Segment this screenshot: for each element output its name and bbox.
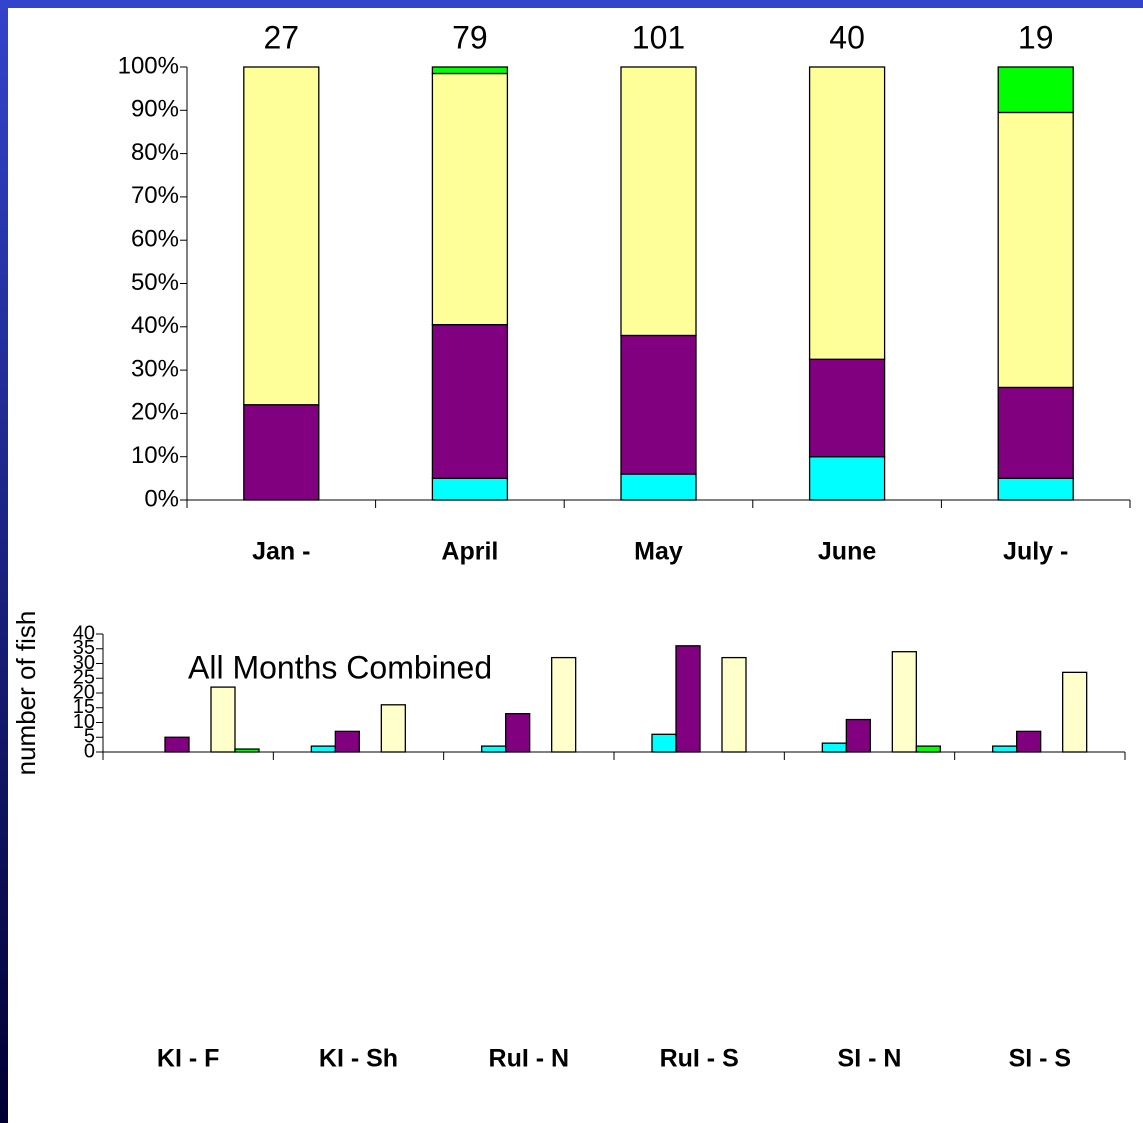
- y-tick-label: 20: [73, 681, 95, 703]
- bar-segment: [620, 473, 697, 501]
- y-tick-label: 25: [73, 667, 95, 689]
- bar: [992, 745, 1018, 753]
- y-tick-label: 40%: [131, 312, 179, 339]
- count-label: 19: [1018, 19, 1054, 55]
- x-tick-label: SI - N: [838, 1045, 902, 1073]
- bar-segment: [997, 66, 1074, 114]
- y-tick-label: 80%: [131, 139, 179, 166]
- bar: [505, 713, 531, 753]
- bar-segment: [808, 456, 886, 501]
- y-tick-label: 60%: [131, 226, 179, 253]
- y-tick-label: 0%: [144, 485, 179, 512]
- top-edge: [0, 0, 1143, 8]
- x-tick-label: KI - Sh: [319, 1045, 398, 1073]
- bar-segment: [997, 111, 1074, 389]
- bar-segment: [431, 477, 509, 501]
- bar-segment: [243, 404, 320, 501]
- x-tick-label: May: [634, 538, 683, 566]
- bar: [1016, 730, 1042, 753]
- y-axis-label: number of fish: [11, 611, 41, 776]
- x-tick-label: SI - S: [1009, 1045, 1072, 1073]
- y-tick-label: 10: [73, 711, 95, 733]
- y-tick-label: 35: [73, 637, 95, 659]
- bar-segment: [997, 477, 1074, 501]
- bar: [675, 645, 701, 753]
- bar-segment: [808, 358, 886, 458]
- x-tick-label: KI - F: [157, 1045, 220, 1073]
- bar-segment: [808, 66, 886, 360]
- y-tick-label: 50%: [131, 269, 179, 296]
- bar-segment: [620, 334, 697, 475]
- y-tick-label: 30: [73, 652, 95, 674]
- y-tick-label: 70%: [131, 182, 179, 209]
- annotation: All Months Combined: [188, 649, 492, 685]
- bar: [845, 718, 871, 753]
- bar: [481, 745, 507, 753]
- y-tick-label: 5: [84, 726, 95, 748]
- bar-segment: [431, 323, 509, 480]
- y-tick-label: 90%: [131, 96, 179, 123]
- y-tick-label: 20%: [131, 399, 179, 426]
- y-tick-label: 0: [84, 740, 95, 762]
- x-tick-label: June: [818, 538, 876, 566]
- bar: [310, 745, 336, 753]
- bar: [164, 736, 190, 753]
- bar-segment: [243, 66, 320, 406]
- bar-segment: [431, 72, 509, 326]
- bar: [821, 742, 847, 753]
- bar: [891, 651, 917, 753]
- count-label: 27: [264, 19, 300, 55]
- bar-segment: [620, 66, 697, 337]
- x-tick-label: Jan -: [252, 538, 310, 566]
- x-tick-label: RuI - N: [489, 1045, 570, 1073]
- bar: [651, 733, 677, 753]
- y-tick-label: 40: [73, 622, 95, 644]
- bar: [210, 686, 236, 753]
- count-label: 40: [829, 19, 865, 55]
- y-tick-label: 100%: [118, 52, 179, 79]
- y-tick-label: 30%: [131, 355, 179, 382]
- x-tick-label: July -: [1003, 538, 1068, 566]
- bar-segment: [431, 66, 509, 75]
- bar: [721, 656, 747, 753]
- bar: [334, 730, 360, 753]
- left-edge: [0, 0, 8, 1123]
- bar: [915, 745, 941, 753]
- bar: [551, 656, 577, 753]
- bar-segment: [997, 386, 1074, 480]
- y-tick-label: 15: [73, 696, 95, 718]
- count-label: 79: [452, 19, 488, 55]
- bar: [380, 704, 406, 753]
- x-tick-label: RuI - S: [660, 1045, 739, 1073]
- y-tick-label: 10%: [131, 442, 179, 469]
- count-label: 101: [632, 19, 685, 55]
- bar: [1062, 671, 1088, 753]
- x-tick-label: April: [441, 538, 498, 566]
